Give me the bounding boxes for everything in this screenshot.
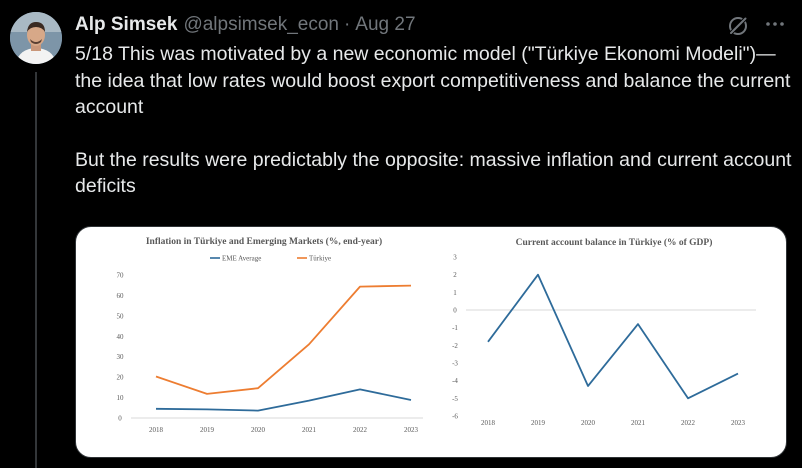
inflation-series [155,284,412,412]
c1-y-tick-label: 60 [117,292,125,300]
tweet-header: Alp Simsek @alpsimsek_econ · Aug 27 [75,12,416,38]
tweet-date[interactable]: Aug 27 [355,14,416,35]
c2-x-tick-label: 2018 [481,419,496,427]
current-account-series [487,273,739,400]
c2-x-tick-label: 2022 [681,419,696,427]
c1-x-tick-label: 2023 [404,426,419,434]
c1-x-tick-label: 2020 [251,426,266,434]
header-separator: · [343,14,351,35]
author-handle[interactable]: @alpsimsek_econ [183,14,339,35]
c2-x-tick-label: 2019 [531,419,546,427]
c2-y-tick-label: -2 [452,342,458,350]
c2-series-line-0 [487,273,739,400]
inflation-chart: Inflation in Türkiye and Emerging Market… [117,236,423,434]
author-name[interactable]: Alp Simsek [75,14,178,35]
c1-x-tick-label: 2022 [353,426,368,434]
thread-connector-line [35,72,37,468]
current-account-x-ticks: 2018 2019 2020 2021 2022 2023 [481,419,746,427]
avatar-image [10,12,62,64]
c2-y-tick-label: 2 [453,271,457,279]
legend-label-eme: EME Average [222,255,261,263]
c2-x-tick-label: 2021 [631,419,646,427]
c2-y-tick-label: -5 [452,395,458,403]
c1-y-tick-label: 0 [118,415,122,423]
current-account-chart-title: Current account balance in Türkiye (% of… [516,237,713,248]
c2-x-tick-label: 2023 [731,419,746,427]
charts-svg: Inflation in Türkiye and Emerging Market… [117,236,756,434]
c1-y-tick-label: 30 [117,353,125,361]
c2-y-tick-label: 0 [453,307,457,315]
inflation-y-ticks: 0 10 20 30 40 50 60 70 [117,272,125,423]
inflation-chart-title: Inflation in Türkiye and Emerging Market… [146,236,382,247]
c1-y-tick-label: 20 [117,374,125,382]
tweet-paragraph-2: But the results were predictably the opp… [75,148,797,198]
c2-y-tick-label: -3 [452,360,458,368]
current-account-chart: Current account balance in Türkiye (% of… [452,237,756,427]
c2-x-tick-label: 2020 [581,419,596,427]
c2-y-tick-label: -4 [452,377,458,385]
tweet-media-image[interactable]: Inflation in Türkiye and Emerging Market… [75,226,787,458]
c1-x-tick-label: 2021 [302,426,317,434]
tweet-text: 5/18 This was motivated by a new economi… [75,41,793,200]
more-icon[interactable] [763,12,787,36]
legend-label-turkiye: Türkiye [309,255,331,263]
c1-x-tick-label: 2019 [200,426,215,434]
c2-y-tick-label: -6 [452,413,458,421]
c1-series-line-0 [155,388,412,412]
c1-y-tick-label: 40 [117,333,125,341]
current-account-y-ticks: 3 2 1 0 -1 -2 -3 -4 -5 -6 [452,254,458,421]
c1-y-tick-label: 50 [117,312,125,320]
inflation-x-ticks: 2018 2019 2020 2021 2022 2023 [149,426,419,434]
c2-y-tick-label: 3 [453,254,457,262]
grok-icon[interactable] [727,15,749,37]
tweet-paragraph-1: 5/18 This was motivated by a new economi… [75,43,796,118]
c2-y-tick-label: -1 [452,324,458,332]
c2-y-tick-label: 1 [453,289,457,297]
inflation-chart-legend: EME Average Türkiye [210,255,331,263]
c1-y-tick-label: 10 [117,394,125,402]
avatar[interactable] [10,12,62,64]
c1-x-tick-label: 2018 [149,426,164,434]
c1-y-tick-label: 70 [117,272,125,280]
c1-series-line-1 [155,284,412,395]
